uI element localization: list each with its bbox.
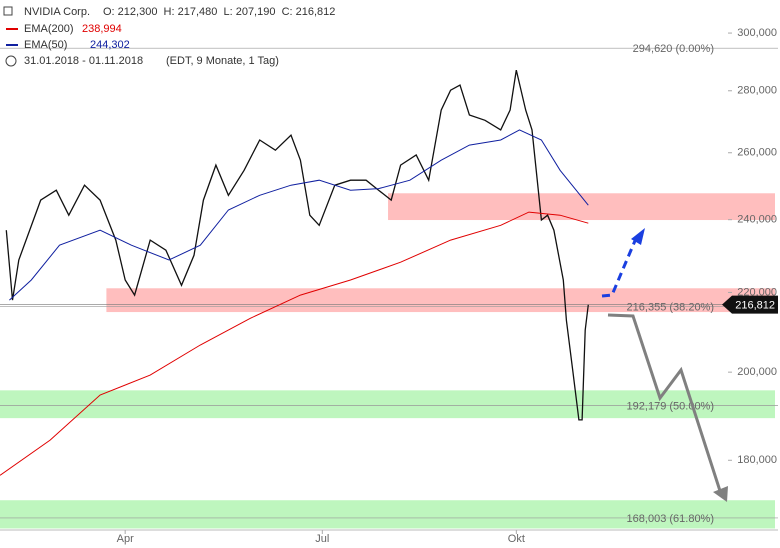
y-tick-label: 180,000 [737, 454, 777, 466]
arrow-head [713, 486, 728, 502]
x-tick-label: Apr [117, 533, 134, 545]
instrument: NVIDIA Corp. [24, 6, 90, 18]
series-line [5, 69, 589, 421]
header: NVIDIA Corp. O: 212,300 H: 217,480 L: 20… [3, 6, 335, 67]
fib-label: 216,355 (38.20%) [627, 301, 714, 313]
y-tick-label: 220,000 [737, 286, 777, 298]
x-tick-label: Jul [315, 533, 329, 545]
y-tick-label: 200,000 [737, 366, 777, 378]
y-tick-label: 240,000 [737, 214, 777, 226]
legend-value: 238,994 [82, 23, 122, 35]
legend-label: EMA(200) [24, 23, 74, 35]
fib-label: 192,179 (50.00%) [627, 400, 714, 412]
ohlc: O: 212,300 H: 217,480 L: 207,190 C: 216,… [103, 6, 335, 18]
series-line [9, 129, 589, 301]
legend-value: 244,302 [90, 39, 130, 51]
last-price-tag [722, 295, 778, 314]
date-range: 31.01.2018 - 01.11.2018 [24, 55, 143, 67]
legend-label: EMA(50) [24, 39, 67, 51]
zone [0, 500, 775, 529]
bullish-arrow [601, 235, 639, 298]
y-tick-label: 260,000 [737, 147, 777, 159]
fib-label: 168,003 (61.80%) [627, 513, 714, 525]
info: (EDT, 9 Monate, 1 Tag) [166, 55, 279, 67]
clock-icon [5, 55, 17, 67]
zone [388, 193, 775, 221]
icon [3, 6, 13, 16]
fib-label: 294,620 (0.00%) [633, 43, 714, 55]
bearish-arrow [607, 313, 723, 495]
series-line [0, 211, 589, 476]
arrow-head [631, 228, 645, 245]
y-tick-label: 300,000 [737, 27, 777, 39]
last-price-label: 216,812 [735, 300, 775, 312]
x-tick-label: Okt [508, 533, 525, 545]
y-tick-label: 280,000 [737, 85, 777, 97]
zone [0, 390, 775, 419]
